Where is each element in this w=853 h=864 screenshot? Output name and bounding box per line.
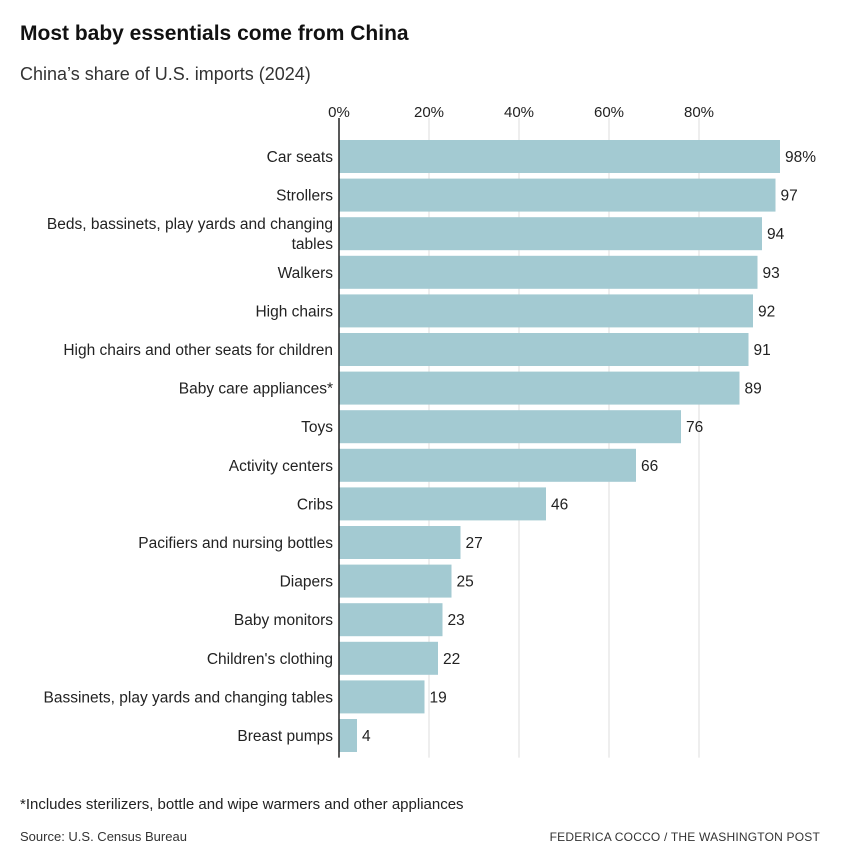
chart-title: Most baby essentials come from China bbox=[20, 22, 409, 45]
bars bbox=[339, 140, 780, 752]
bar bbox=[339, 255, 758, 289]
category-label: tables bbox=[292, 236, 334, 253]
value-label: 93 bbox=[763, 265, 780, 282]
bar bbox=[339, 487, 546, 521]
value-label: 92 bbox=[758, 303, 775, 320]
value-labels: 98% 97 94 93 92 91 89 76 66 46 27 25 23 22 19 4 bbox=[362, 149, 816, 745]
credit-line: FEDERICA COCCO / THE WASHINGTON POST bbox=[549, 830, 820, 844]
category-label: Walkers bbox=[278, 265, 334, 282]
bar bbox=[339, 140, 780, 173]
category-label: Breast pumps bbox=[237, 728, 333, 745]
x-tick-label: 20% bbox=[414, 104, 444, 121]
bar bbox=[339, 178, 776, 212]
bar bbox=[339, 603, 443, 637]
category-label: Cribs bbox=[297, 496, 333, 513]
value-label: 4 bbox=[362, 728, 371, 745]
bar bbox=[339, 217, 762, 251]
bar bbox=[339, 719, 357, 752]
bar bbox=[339, 333, 749, 366]
category-label: High chairs bbox=[255, 303, 333, 320]
x-axis-ticks: 0% 20% 40% 60% 80% bbox=[328, 104, 714, 121]
category-label: Baby monitors bbox=[234, 612, 333, 629]
category-label: Pacifiers and nursing bottles bbox=[138, 535, 333, 552]
chart-subtitle: China’s share of U.S. imports (2024) bbox=[20, 64, 311, 84]
category-label: Strollers bbox=[276, 188, 333, 205]
value-label: 98% bbox=[785, 149, 816, 166]
category-label: Children's clothing bbox=[207, 651, 333, 668]
value-label: 97 bbox=[781, 188, 798, 205]
x-tick-label: 40% bbox=[504, 104, 534, 121]
bar bbox=[339, 526, 461, 559]
value-label: 23 bbox=[448, 612, 465, 629]
bar bbox=[339, 448, 636, 482]
value-label: 25 bbox=[457, 574, 474, 591]
bar bbox=[339, 564, 452, 598]
category-label: Car seats bbox=[267, 149, 334, 166]
value-label: 22 bbox=[443, 651, 460, 668]
category-label: Diapers bbox=[280, 574, 334, 591]
value-label: 91 bbox=[754, 342, 771, 359]
category-label: Toys bbox=[301, 419, 333, 436]
bar bbox=[339, 294, 753, 328]
value-label: 46 bbox=[551, 496, 568, 513]
value-label: 19 bbox=[430, 689, 447, 706]
footnote: *Includes sterilizers, bottle and wipe w… bbox=[20, 796, 464, 813]
bar bbox=[339, 410, 681, 444]
x-tick-label: 80% bbox=[684, 104, 714, 121]
value-label: 94 bbox=[767, 226, 785, 243]
value-label: 66 bbox=[641, 458, 658, 475]
category-labels: Car seats Strollers Beds, bassinets, play … bbox=[43, 149, 333, 745]
category-label: Baby care appliances* bbox=[179, 381, 333, 398]
category-label: Activity centers bbox=[229, 458, 333, 475]
x-tick-label: 60% bbox=[594, 104, 624, 121]
bar bbox=[339, 641, 438, 675]
source-note: Source: U.S. Census Bureau bbox=[20, 829, 187, 844]
x-tick-label: 0% bbox=[328, 104, 350, 121]
category-label: High chairs and other seats for children bbox=[63, 342, 333, 359]
bar-chart: 0% 20% 40% 60% 80% Car seats Strollers Beds, b… bbox=[43, 104, 816, 758]
value-label: 89 bbox=[745, 381, 762, 398]
category-label: Bassinets, play yards and changing table… bbox=[43, 689, 333, 706]
value-label: 27 bbox=[466, 535, 483, 552]
bar bbox=[339, 680, 425, 714]
bar bbox=[339, 371, 740, 405]
category-label: Beds, bassinets, play yards and changing bbox=[47, 216, 333, 233]
value-label: 76 bbox=[686, 419, 703, 436]
